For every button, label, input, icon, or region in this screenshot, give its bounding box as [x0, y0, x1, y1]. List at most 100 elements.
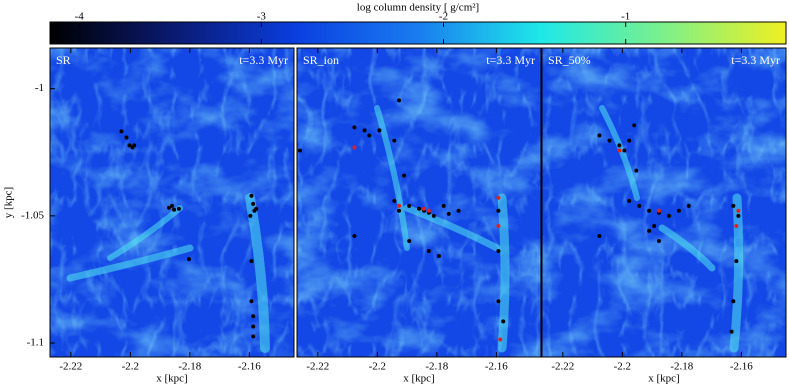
colorbar-tick-label: -3	[257, 11, 267, 23]
x-axis-label: x [kpc]	[403, 373, 434, 384]
star-particle	[426, 208, 431, 213]
filament	[497, 193, 510, 353]
star-particle	[248, 213, 253, 218]
colorbar-tick-label: -2	[439, 11, 448, 23]
x-axis-label: x [kpc]	[648, 373, 679, 384]
panel	[542, 48, 786, 357]
star-particle	[632, 123, 637, 128]
star-particle	[627, 138, 632, 143]
star-particle	[251, 201, 256, 206]
star-particle	[362, 128, 367, 133]
star-particle	[496, 195, 501, 200]
star-particle	[251, 334, 256, 339]
star-particle	[501, 319, 506, 324]
star-particle	[647, 208, 652, 213]
x-tick-label: -2.16	[485, 361, 508, 373]
star-particle	[407, 203, 412, 208]
star-particle	[249, 259, 254, 264]
filament	[107, 205, 183, 261]
star-particle	[634, 168, 639, 173]
star-particle	[734, 224, 739, 229]
star-particle	[647, 228, 652, 233]
star-particle	[252, 208, 257, 213]
star-particle	[656, 208, 661, 213]
x-tick-label: -2.16	[730, 361, 753, 373]
star-particle	[637, 203, 642, 208]
star-particle	[124, 135, 129, 140]
colorbar-tick-label: -4	[75, 11, 85, 23]
star-particle	[736, 213, 741, 218]
gas-filaments	[542, 48, 786, 357]
star-particle	[186, 257, 191, 262]
x-tick-label: -2.18	[425, 361, 448, 373]
star-particle	[170, 203, 174, 208]
star-particle	[249, 299, 254, 304]
star-particle	[731, 299, 736, 304]
star-particle	[731, 203, 736, 208]
star-particle	[436, 254, 441, 259]
x-tick-label: -2.2	[614, 361, 631, 373]
filament	[374, 105, 410, 251]
star-particle	[441, 203, 446, 208]
star-particle	[496, 248, 501, 253]
x-tick-label: -2.22	[59, 361, 82, 373]
star-particle	[496, 208, 501, 213]
star-particle	[656, 239, 661, 244]
filament	[66, 244, 194, 282]
panel-title: SR_50%	[548, 53, 591, 67]
star-particle	[407, 239, 412, 244]
star-particle	[377, 128, 382, 133]
filament	[599, 105, 640, 201]
star-particle	[496, 299, 501, 304]
star-particle	[176, 206, 181, 211]
filament	[729, 193, 744, 353]
star-particle	[172, 207, 177, 212]
star-particle	[686, 203, 691, 208]
panel-frame	[49, 47, 295, 358]
panel-annotation: t=3.3 Myr	[239, 53, 288, 67]
star-particle	[132, 143, 137, 148]
x-tick-label: -2.18	[178, 361, 201, 373]
star-particle	[352, 125, 357, 130]
star-particle	[297, 148, 302, 153]
x-tick-label: -2.22	[551, 361, 574, 373]
star-particle	[456, 208, 461, 213]
panel	[297, 48, 541, 357]
star-particle	[652, 224, 657, 229]
star-particle	[627, 198, 632, 203]
star-particle	[597, 233, 602, 238]
x-axis-label: x [kpc]	[156, 373, 187, 384]
panel-title: SR_ion	[303, 53, 339, 67]
colorbar	[49, 21, 787, 45]
panel	[50, 48, 294, 357]
star-particle	[402, 173, 407, 178]
x-tick-label: -2.16	[238, 361, 261, 373]
y-axis-label: y [kpc]	[3, 187, 15, 218]
star-particle	[167, 205, 172, 210]
star-particle	[446, 211, 451, 216]
star-particle	[622, 148, 627, 153]
star-particle	[251, 324, 256, 329]
star-particle	[734, 259, 739, 264]
x-tick-label: -2.18	[670, 361, 693, 373]
star-particle	[352, 145, 357, 150]
star-particle	[617, 148, 622, 153]
star-particle	[422, 206, 427, 211]
star-particle	[617, 143, 622, 148]
star-particle	[498, 337, 503, 342]
filament	[245, 193, 270, 353]
panel-title: SR	[56, 53, 71, 67]
panel-frame	[296, 47, 542, 358]
filament	[658, 224, 716, 272]
y-tick-label: -1.05	[21, 209, 44, 221]
star-particle	[729, 329, 734, 334]
star-particle	[736, 208, 741, 213]
filament	[403, 204, 501, 252]
star-particle	[417, 206, 421, 211]
gas-filaments	[50, 48, 294, 357]
star-particle	[251, 314, 256, 319]
x-tick-label: -2.22	[306, 361, 329, 373]
star-particle	[249, 193, 254, 198]
star-particle	[496, 224, 501, 229]
